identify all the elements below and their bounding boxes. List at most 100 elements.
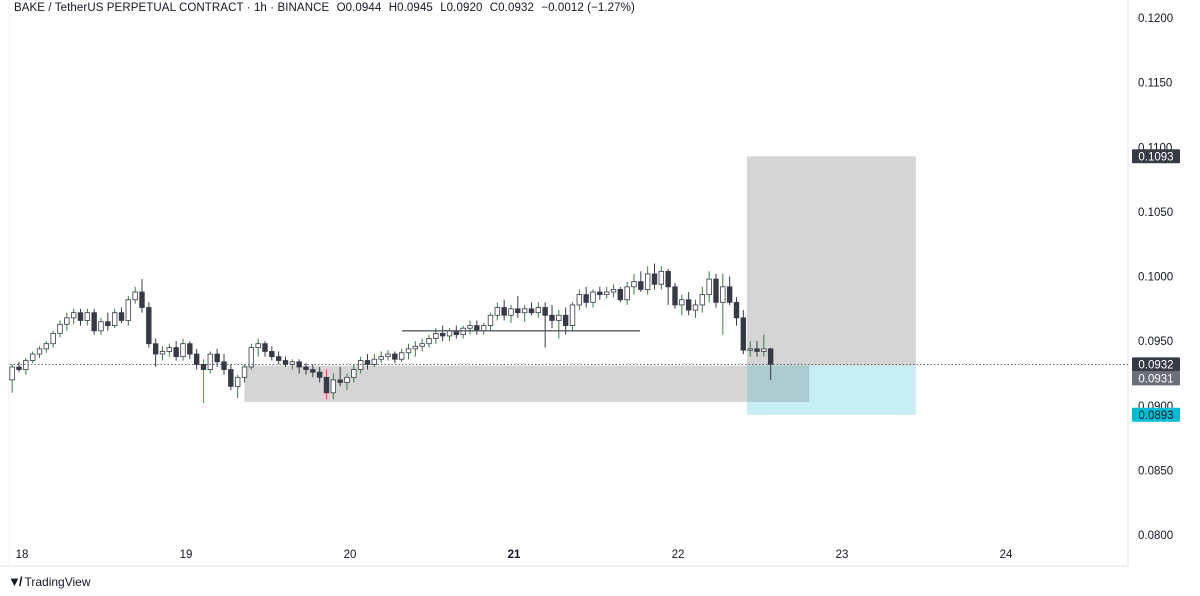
candle[interactable] <box>118 307 125 324</box>
candle[interactable] <box>583 286 589 308</box>
candle[interactable] <box>64 312 70 331</box>
candle[interactable] <box>193 348 200 370</box>
candle[interactable] <box>494 302 501 321</box>
candle[interactable] <box>57 320 63 338</box>
candle[interactable] <box>685 292 692 316</box>
candle[interactable] <box>303 363 309 375</box>
candle[interactable] <box>241 364 248 383</box>
tradingview-branding[interactable]: ▼/ TradingView <box>8 574 91 589</box>
candle[interactable] <box>152 338 159 367</box>
candle[interactable] <box>638 271 644 293</box>
candle[interactable] <box>754 341 760 357</box>
candle[interactable] <box>385 350 391 361</box>
candle[interactable] <box>405 343 412 360</box>
candle[interactable] <box>269 346 275 361</box>
candle[interactable] <box>337 366 343 387</box>
candle[interactable] <box>453 325 460 339</box>
candle[interactable] <box>610 284 617 298</box>
candle[interactable] <box>166 343 173 357</box>
candle[interactable] <box>351 364 357 383</box>
candle[interactable] <box>214 348 220 367</box>
price-axis[interactable]: 0.12000.11500.11000.10500.10000.09500.09… <box>1138 13 1173 542</box>
candle[interactable] <box>330 373 337 400</box>
candle[interactable] <box>467 320 473 335</box>
time-axis[interactable]: 18 19 20 21 22 23 24 <box>16 549 1013 561</box>
candle[interactable] <box>603 286 610 299</box>
candle[interactable] <box>392 351 398 364</box>
candle[interactable] <box>84 308 91 326</box>
candle[interactable] <box>733 297 740 326</box>
candle[interactable] <box>474 320 480 335</box>
candle[interactable] <box>275 351 282 365</box>
candle[interactable] <box>651 263 658 290</box>
candle[interactable] <box>105 312 111 331</box>
candle[interactable] <box>549 304 555 329</box>
candle[interactable] <box>631 273 637 295</box>
candle[interactable] <box>720 273 726 335</box>
candle[interactable] <box>310 364 316 378</box>
candle[interactable] <box>699 286 706 313</box>
candle[interactable] <box>528 302 535 316</box>
candle[interactable] <box>234 374 241 398</box>
candle[interactable] <box>378 351 384 364</box>
candle[interactable] <box>77 308 84 326</box>
candle[interactable] <box>159 346 166 361</box>
candle[interactable] <box>29 351 36 364</box>
candle[interactable] <box>706 271 712 303</box>
candle[interactable] <box>180 338 186 361</box>
candle[interactable] <box>726 276 733 305</box>
candle[interactable] <box>132 286 138 304</box>
candle[interactable] <box>344 373 350 391</box>
candle[interactable] <box>658 266 665 290</box>
candle[interactable] <box>556 310 562 339</box>
candle[interactable] <box>50 330 56 348</box>
candle[interactable] <box>248 343 255 370</box>
candle[interactable] <box>316 366 323 383</box>
candle[interactable] <box>542 302 548 348</box>
candle[interactable] <box>398 348 405 362</box>
candle[interactable] <box>262 341 268 357</box>
candle[interactable] <box>576 289 583 311</box>
candle[interactable] <box>740 310 747 355</box>
candle[interactable] <box>535 302 542 318</box>
candle[interactable] <box>289 359 296 370</box>
candle[interactable] <box>255 338 261 357</box>
candle[interactable] <box>111 308 118 329</box>
candle[interactable] <box>501 299 507 321</box>
candle[interactable] <box>521 304 528 322</box>
candle[interactable] <box>692 299 699 318</box>
symbol-title[interactable]: BAKE / TetherUS PERPETUAL CONTRACT · 1h … <box>14 2 330 14</box>
candle[interactable] <box>282 356 289 367</box>
candle[interactable] <box>371 354 378 367</box>
candle[interactable] <box>665 268 671 305</box>
candle[interactable] <box>139 279 145 313</box>
candle[interactable] <box>98 317 104 335</box>
candle[interactable] <box>480 323 487 335</box>
candle[interactable] <box>487 312 494 331</box>
candle[interactable] <box>569 302 576 331</box>
candle[interactable] <box>460 325 466 339</box>
candle[interactable] <box>200 359 207 404</box>
candles[interactable] <box>9 263 774 404</box>
candle[interactable] <box>16 361 22 373</box>
candle[interactable] <box>419 338 425 352</box>
candle[interactable] <box>617 286 624 303</box>
candle[interactable] <box>357 356 364 374</box>
candle[interactable] <box>644 266 651 295</box>
candle[interactable] <box>146 302 152 348</box>
candle[interactable] <box>508 304 514 324</box>
candle[interactable] <box>624 281 630 305</box>
candle[interactable] <box>713 273 719 308</box>
candle[interactable] <box>228 364 234 391</box>
candle[interactable] <box>761 334 767 357</box>
candle[interactable] <box>207 351 214 374</box>
candle[interactable] <box>439 325 446 342</box>
candle[interactable] <box>23 357 29 375</box>
candle[interactable] <box>597 286 603 300</box>
candle[interactable] <box>43 341 50 353</box>
candle[interactable] <box>412 341 419 357</box>
candle[interactable] <box>173 341 179 361</box>
candle[interactable] <box>323 369 330 400</box>
candle[interactable] <box>125 295 132 326</box>
